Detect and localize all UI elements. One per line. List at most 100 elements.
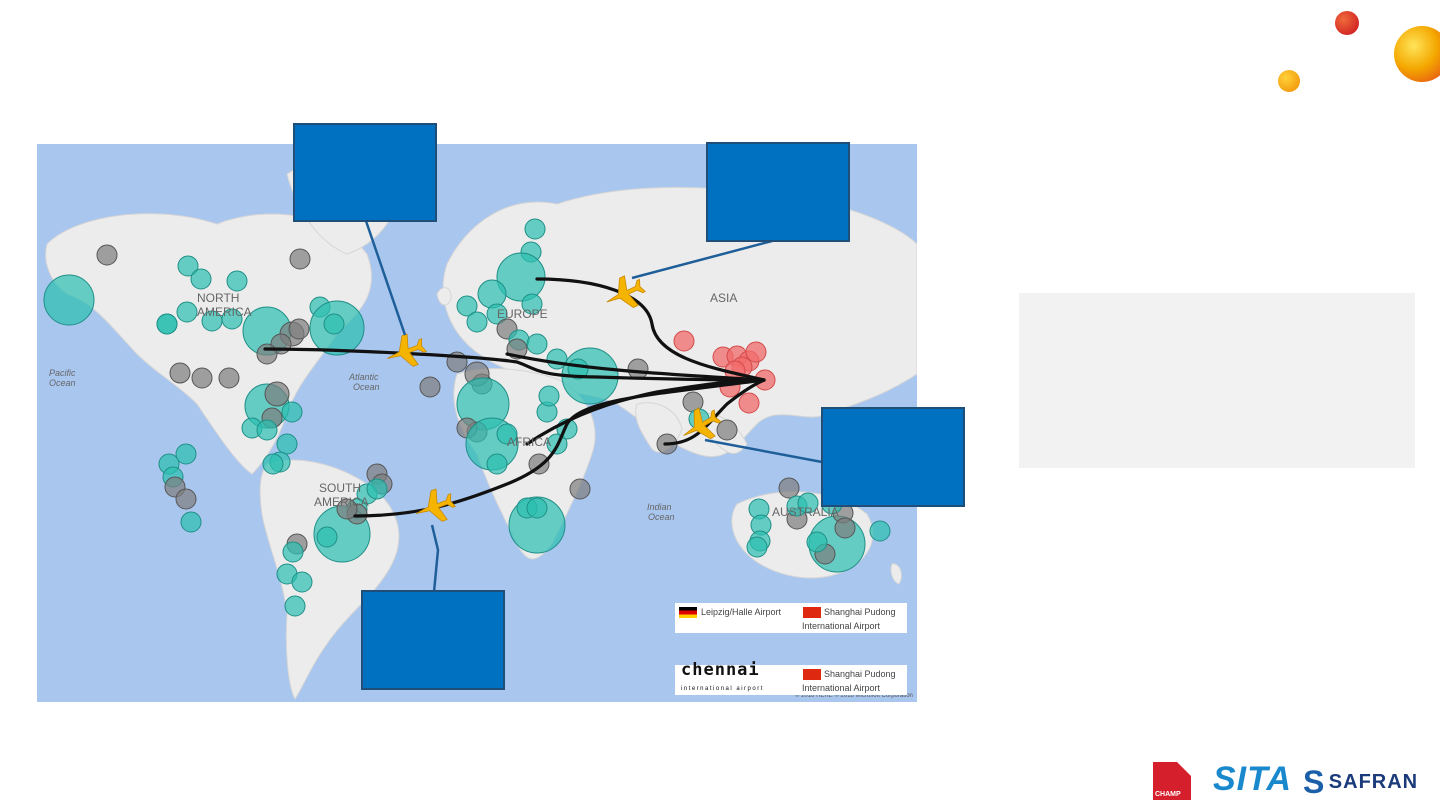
callout-box-asia: [821, 407, 965, 507]
label-pacific-line1: Pacific: [49, 368, 76, 378]
sita-logo: SITA: [1213, 760, 1292, 799]
safran-s-icon: S: [1303, 764, 1325, 800]
airport-bubble[interactable]: [806, 531, 828, 553]
airport-bubble[interactable]: [175, 443, 197, 465]
airport-bubble[interactable]: [156, 313, 178, 335]
champ-logo-text: CHAMP: [1155, 791, 1181, 798]
germany-flag-icon: [679, 607, 697, 618]
airport-bubble[interactable]: [496, 423, 518, 445]
airport-bubble[interactable]: [869, 520, 891, 542]
airport-bubble[interactable]: [834, 517, 856, 539]
airport-bubble[interactable]: [477, 279, 507, 309]
airport-bubble[interactable]: [218, 367, 240, 389]
route-north-america-shanghai: [263, 347, 766, 382]
airport-bubble[interactable]: [264, 381, 290, 407]
airport-bubble[interactable]: [256, 419, 278, 441]
airport-bubble[interactable]: [538, 385, 560, 407]
airport-bubble[interactable]: [716, 419, 738, 441]
chennai-airport-logo: chennai international airport: [679, 660, 785, 693]
airport-bubble-china[interactable]: [673, 330, 695, 352]
callout-box-europe: [706, 142, 850, 242]
chennai-logo-word: chennai: [681, 660, 760, 680]
airport-bubble[interactable]: [282, 541, 304, 563]
airport-bubble[interactable]: [176, 301, 198, 323]
side-panel: [1019, 293, 1415, 468]
callout-box-north-america: [293, 123, 437, 222]
china-flag-icon: [803, 607, 821, 618]
airport-bubble[interactable]: [336, 498, 358, 520]
planes: [387, 275, 722, 522]
airplane-icon: [416, 488, 457, 522]
airport-bubble[interactable]: [316, 526, 338, 548]
route-europe-shanghai: [535, 277, 766, 382]
airport-bubble[interactable]: [526, 497, 548, 519]
airport-bubble[interactable]: [323, 313, 345, 335]
callout-box-south-america: [361, 590, 505, 690]
champ-logo: CHAMP: [1153, 762, 1191, 800]
airport-bubble[interactable]: [289, 248, 311, 270]
label-indian-line1: Indian: [647, 502, 672, 512]
airport-bubble[interactable]: [262, 453, 284, 475]
label-south-america-line1: SOUTH: [319, 481, 361, 495]
airport-bubble[interactable]: [419, 376, 441, 398]
legend-destination-line1: Shanghai Pudong: [824, 607, 896, 617]
airport-bubble[interactable]: [627, 358, 649, 380]
airport-bubble[interactable]: [524, 218, 546, 240]
landmass-uk: [436, 287, 452, 306]
airport-bubble[interactable]: [177, 255, 199, 277]
label-north-america-line2: AMERICA: [197, 305, 252, 319]
airport-bubble[interactable]: [175, 488, 197, 510]
route-africa-shanghai: [525, 378, 766, 446]
map-labels: NORTH AMERICA SOUTH AMERICA EUROPE ASIA …: [49, 291, 913, 699]
airport-bubble[interactable]: [569, 478, 591, 500]
airport-bubble[interactable]: [226, 270, 248, 292]
legend-destination-line2: International Airport: [802, 621, 881, 631]
airport-bubble[interactable]: [797, 492, 819, 514]
decorative-orb-red: [1335, 11, 1359, 35]
map-copyright: © 2018 HERE © 2018 Microsoft Corporation: [795, 692, 913, 699]
airport-bubble[interactable]: [366, 478, 388, 500]
airport-bubble[interactable]: [496, 252, 546, 302]
champ-logo-shape: [1177, 762, 1191, 776]
airport-bubble[interactable]: [191, 367, 213, 389]
legend-row-chennai: chennai international airport Shanghai P…: [675, 660, 907, 695]
airport-bubble[interactable]: [43, 274, 95, 326]
airport-bubble[interactable]: [221, 308, 243, 330]
airport-bubble-china[interactable]: [738, 392, 760, 414]
label-africa: AFRICA: [507, 435, 551, 449]
airport-bubble[interactable]: [778, 477, 800, 499]
airport-bubble[interactable]: [281, 401, 303, 423]
label-pacific-line2: Ocean: [49, 378, 76, 388]
chennai-logo-subtitle: international airport: [681, 686, 764, 692]
airport-bubble[interactable]: [466, 311, 488, 333]
label-south-america-line2: AMERICA: [314, 495, 369, 509]
airport-bubble[interactable]: [190, 268, 212, 290]
airport-bubble[interactable]: [276, 433, 298, 455]
decorative-orb-orange: [1278, 70, 1300, 92]
safran-logo-text: SAFRAN: [1328, 771, 1419, 793]
safran-logo: S SAFRAN: [1303, 764, 1418, 801]
airport-bubble[interactable]: [456, 295, 478, 317]
label-australia: AUSTRALIA: [772, 505, 839, 519]
airport-bubble[interactable]: [526, 333, 548, 355]
airplane-icon: [606, 275, 646, 309]
airport-bubble[interactable]: [284, 595, 306, 617]
airport-bubble[interactable]: [180, 511, 202, 533]
airport-bubble[interactable]: [486, 303, 508, 325]
airport-bubble[interactable]: [96, 244, 118, 266]
route-europe-shanghai-2: [505, 352, 766, 382]
china-flag-icon: [803, 669, 821, 680]
airport-bubble[interactable]: [169, 362, 191, 384]
label-atlantic-line2: Ocean: [353, 382, 380, 392]
airport-bubble[interactable]: [288, 318, 310, 340]
label-north-america-line1: NORTH: [197, 291, 239, 305]
airport-bubble-china[interactable]: [745, 341, 767, 363]
sita-logo-text: SITA: [1213, 760, 1292, 798]
airport-bubble[interactable]: [521, 293, 543, 315]
airport-bubble[interactable]: [291, 571, 313, 593]
airport-bubble[interactable]: [746, 536, 768, 558]
label-asia: ASIA: [710, 291, 737, 305]
airport-bubble[interactable]: [486, 453, 508, 475]
landmass-new-zealand: [890, 563, 902, 585]
airport-bubble[interactable]: [256, 343, 278, 365]
